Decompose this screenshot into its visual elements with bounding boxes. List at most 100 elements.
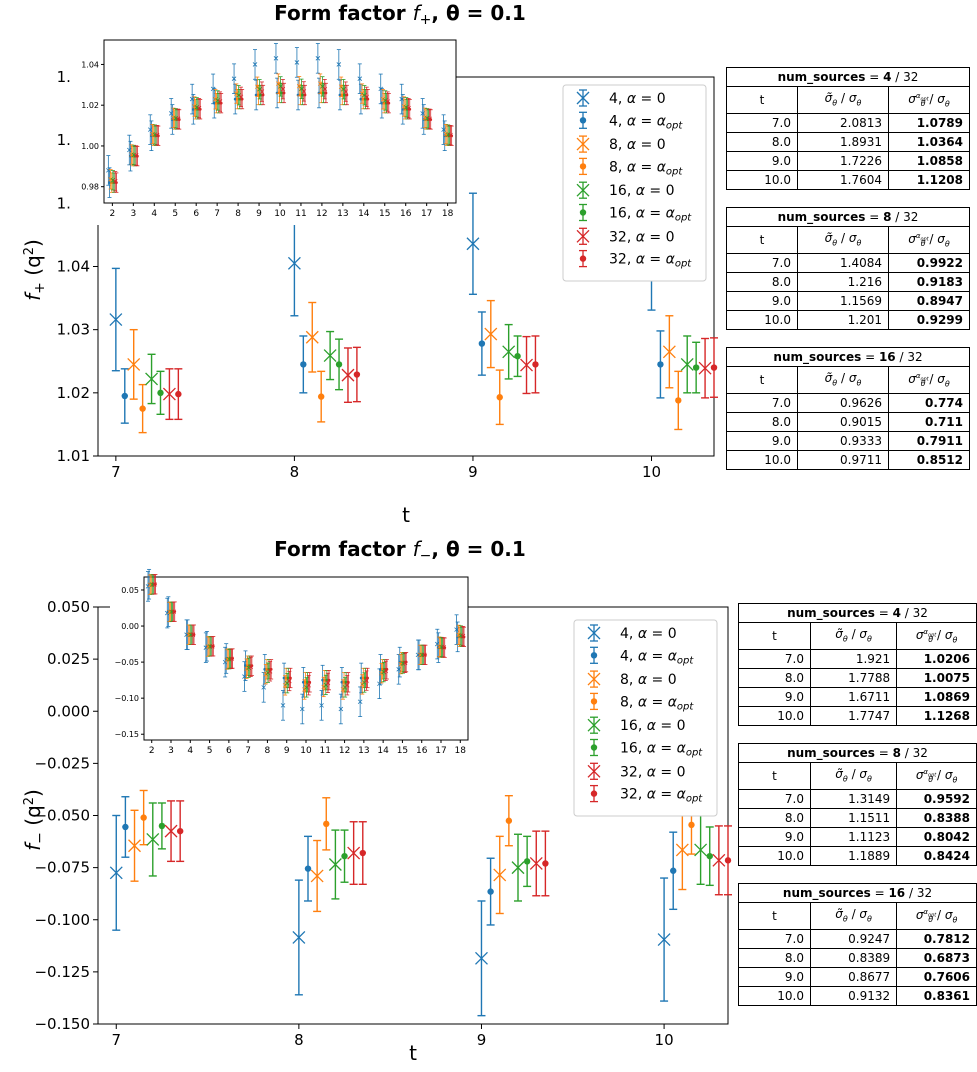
cell-opt-ratio: 0.8042 — [896, 827, 977, 848]
inset-point-x — [338, 706, 344, 712]
cell-opt-ratio: 0.711 — [888, 412, 970, 433]
inset-point-dot — [380, 101, 384, 105]
legend-label: 4, α = αopt — [620, 648, 694, 666]
legend-box — [573, 619, 718, 817]
col-header-t: t — [726, 365, 798, 395]
x-tick-label: 10 — [642, 463, 661, 481]
inset-point-dot — [404, 660, 408, 664]
legend-label: 32, α = 0 — [620, 764, 686, 780]
inset-x-tick-label: 17 — [435, 746, 446, 756]
inset-point-x — [261, 685, 266, 690]
legend-marker-dot — [590, 790, 598, 797]
data-point-x — [146, 833, 160, 846]
inset-point-dot — [429, 118, 433, 121]
inset-point-dot — [257, 93, 260, 97]
series-6 — [156, 335, 701, 416]
legend-label: 8, α = 0 — [620, 672, 677, 688]
x-tick-label: 10 — [655, 1031, 674, 1049]
col-header-opt-ratio: σαoptθ / σθ — [888, 225, 970, 255]
stats-table-bottom-1: num_sources = 4 / 32 t σ̃θ / σθ σαoptθ / σθ… — [738, 603, 977, 727]
data-point-dot — [341, 852, 348, 860]
inset-point-dot — [211, 644, 215, 648]
inset-x-tick-label: 3 — [168, 746, 174, 756]
legend-label: 16, α = 0 — [620, 718, 686, 734]
inset-x-tick-label: 13 — [358, 746, 369, 756]
cell-t: 7.0 — [726, 393, 798, 414]
inset-point-dot — [240, 97, 244, 101]
cell-ratio: 1.1889 — [809, 846, 898, 867]
inset-point-dot — [366, 676, 369, 680]
stats-table-bottom-3: num_sources = 16 / 32 t σ̃θ / σθ σαoptθ / σ… — [738, 883, 977, 1007]
legend-marker-x — [587, 672, 601, 686]
inset-x-tick-label: 7 — [245, 746, 251, 756]
inset-x-tick-label: 13 — [337, 209, 348, 219]
cell-opt-ratio: 1.0858 — [888, 151, 970, 172]
y-tick-label: 1.02 — [57, 384, 90, 402]
table-row: 9.0 1.6711 1.0869 — [738, 687, 977, 708]
cell-t: 9.0 — [738, 827, 811, 848]
cell-ratio: 0.9015 — [797, 412, 889, 433]
data-point-dot — [532, 361, 539, 368]
data-point-x — [662, 345, 676, 359]
cell-opt-ratio: 0.8388 — [896, 808, 977, 829]
cell-t: 9.0 — [726, 151, 798, 172]
inset-point-dot — [108, 181, 111, 185]
legend-label: 8, α = αopt — [620, 694, 694, 712]
cell-ratio: 1.216 — [797, 272, 889, 293]
data-point-x — [162, 387, 176, 401]
table-row: 9.0 0.9333 0.7911 — [726, 431, 970, 452]
inset-point-dot — [462, 635, 466, 639]
data-point-x — [310, 869, 324, 883]
table-title: num_sources = 4 / 32 — [726, 67, 970, 87]
series-4 — [139, 789, 696, 855]
inset-x-tick-label: 3 — [130, 209, 136, 219]
inset-point-x — [357, 699, 363, 705]
data-point-dot — [176, 827, 184, 835]
inset-x-tick-label: 5 — [207, 746, 213, 756]
inset-y-tick-label: 1.00 — [81, 142, 99, 151]
cell-t: 7.0 — [738, 649, 811, 670]
data-point-dot — [657, 361, 664, 368]
data-point-x — [145, 372, 159, 386]
data-point-dot — [139, 405, 146, 412]
table-row: 8.0 1.216 0.9183 — [726, 272, 970, 293]
legend-marker-dot — [590, 698, 598, 705]
inset-x-tick-label: 8 — [235, 209, 241, 219]
legend-label: 4, α = αopt — [609, 113, 683, 131]
data-point-dot — [523, 858, 531, 865]
cell-ratio: 0.8389 — [809, 948, 898, 969]
table-title: num_sources = 16 / 32 — [726, 347, 970, 367]
table-row: 10.0 1.7604 1.1208 — [726, 170, 970, 191]
legend-marker-x — [576, 91, 590, 105]
cell-ratio: 1.921 — [809, 649, 898, 670]
inset-point-dot — [343, 93, 346, 97]
y-tick-label: −0.100 — [34, 911, 90, 929]
inset-point-dot — [278, 91, 281, 95]
x-axis-label: t — [402, 503, 410, 527]
data-point-dot — [542, 860, 549, 867]
cell-ratio: 0.9333 — [797, 431, 889, 452]
stats-table-top-2: num_sources = 8 / 32 t σ̃θ / σθ σαoptθ / σθ… — [726, 207, 970, 331]
chart-panel-1: Form factor f+, θ = 0.1 1.01 1.02 1.03 1.04 1… — [21, 1, 718, 527]
inset-x-tick-label: 6 — [226, 746, 232, 756]
inset-point-dot — [198, 107, 202, 111]
legend-marker-dot — [579, 117, 587, 124]
cell-t: 8.0 — [738, 668, 811, 689]
y-tick-label: −0.075 — [34, 859, 90, 877]
col-header-opt-ratio: σαoptθ / σθ — [896, 901, 977, 931]
cell-t: 10.0 — [726, 170, 798, 191]
data-point-dot — [692, 364, 700, 371]
legend-marker-dot — [579, 209, 587, 216]
cell-t: 10.0 — [726, 310, 798, 331]
inset-point-x — [300, 706, 305, 712]
y-tick-label: −0.125 — [34, 963, 90, 981]
legend-marker-x — [587, 764, 601, 778]
inset-point-dot — [359, 97, 363, 101]
inset-x-tick-label: 10 — [300, 746, 312, 756]
inset-point-x — [280, 703, 286, 708]
chart-panel-2: Form factor f−, θ = 0.1 −0.150 −0.125 −0.10… — [21, 537, 732, 1065]
inset-point-dot — [403, 107, 407, 111]
legend-label: 4, α = 0 — [609, 91, 666, 107]
inset-point-dot — [319, 91, 323, 95]
